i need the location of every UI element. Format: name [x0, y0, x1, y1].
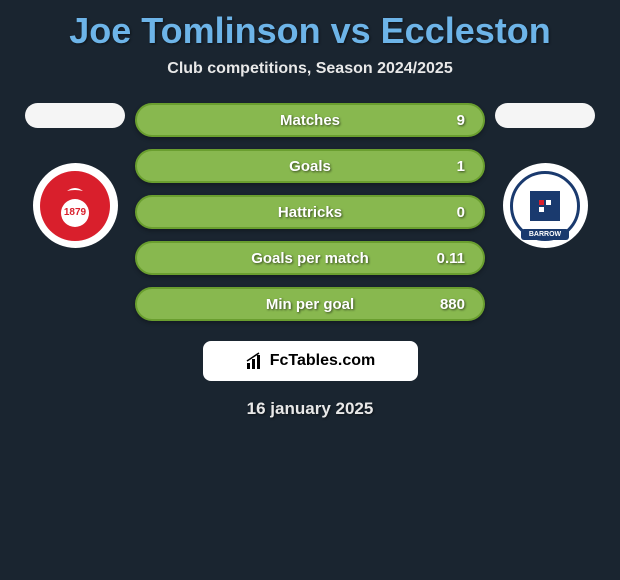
stat-value: 880 — [440, 296, 465, 313]
stat-bar-goals: Goals 1 — [135, 149, 485, 183]
club-name-badge: BARROW — [521, 229, 569, 240]
stats-column: Matches 9 Goals 1 Hattricks 0 Goals per … — [135, 103, 485, 321]
player-avatar-right — [495, 103, 595, 128]
stat-bar-hattricks: Hattricks 0 — [135, 195, 485, 229]
bird-icon — [65, 185, 85, 197]
page-title: Joe Tomlinson vs Eccleston — [5, 10, 615, 52]
stat-label: Goals per match — [251, 250, 369, 267]
stat-label: Hattricks — [278, 204, 342, 221]
stat-value: 1 — [457, 158, 465, 175]
left-column: 1879 — [25, 103, 125, 248]
brand-text: FcTables.com — [270, 352, 376, 370]
club-year-badge: 1879 — [61, 199, 89, 227]
stat-bar-matches: Matches 9 — [135, 103, 485, 137]
main-row: 1879 Matches 9 Goals 1 Hattricks 0 Goals… — [5, 103, 615, 321]
date-text: 16 january 2025 — [5, 399, 615, 419]
stat-label: Min per goal — [266, 296, 354, 313]
stat-value: 0 — [457, 204, 465, 221]
brand-badge: FcTables.com — [203, 341, 418, 381]
club-badge-right-inner: BARROW — [510, 171, 580, 241]
stat-value: 0.11 — [437, 250, 465, 267]
stat-label: Goals — [289, 158, 331, 175]
club-badge-right: BARROW — [503, 163, 588, 248]
player-avatar-left — [25, 103, 125, 128]
right-column: BARROW — [495, 103, 595, 248]
stat-bar-min-per-goal: Min per goal 880 — [135, 287, 485, 321]
subtitle: Club competitions, Season 2024/2025 — [5, 60, 615, 78]
club-badge-left: 1879 — [33, 163, 118, 248]
stat-bar-goals-per-match: Goals per match 0.11 — [135, 241, 485, 275]
stat-label: Matches — [280, 112, 340, 129]
shield-icon — [530, 191, 560, 221]
club-badge-left-inner: 1879 — [40, 171, 110, 241]
chart-icon — [245, 351, 265, 371]
stat-value: 9 — [457, 112, 465, 129]
comparison-card: Joe Tomlinson vs Eccleston Club competit… — [0, 0, 620, 429]
